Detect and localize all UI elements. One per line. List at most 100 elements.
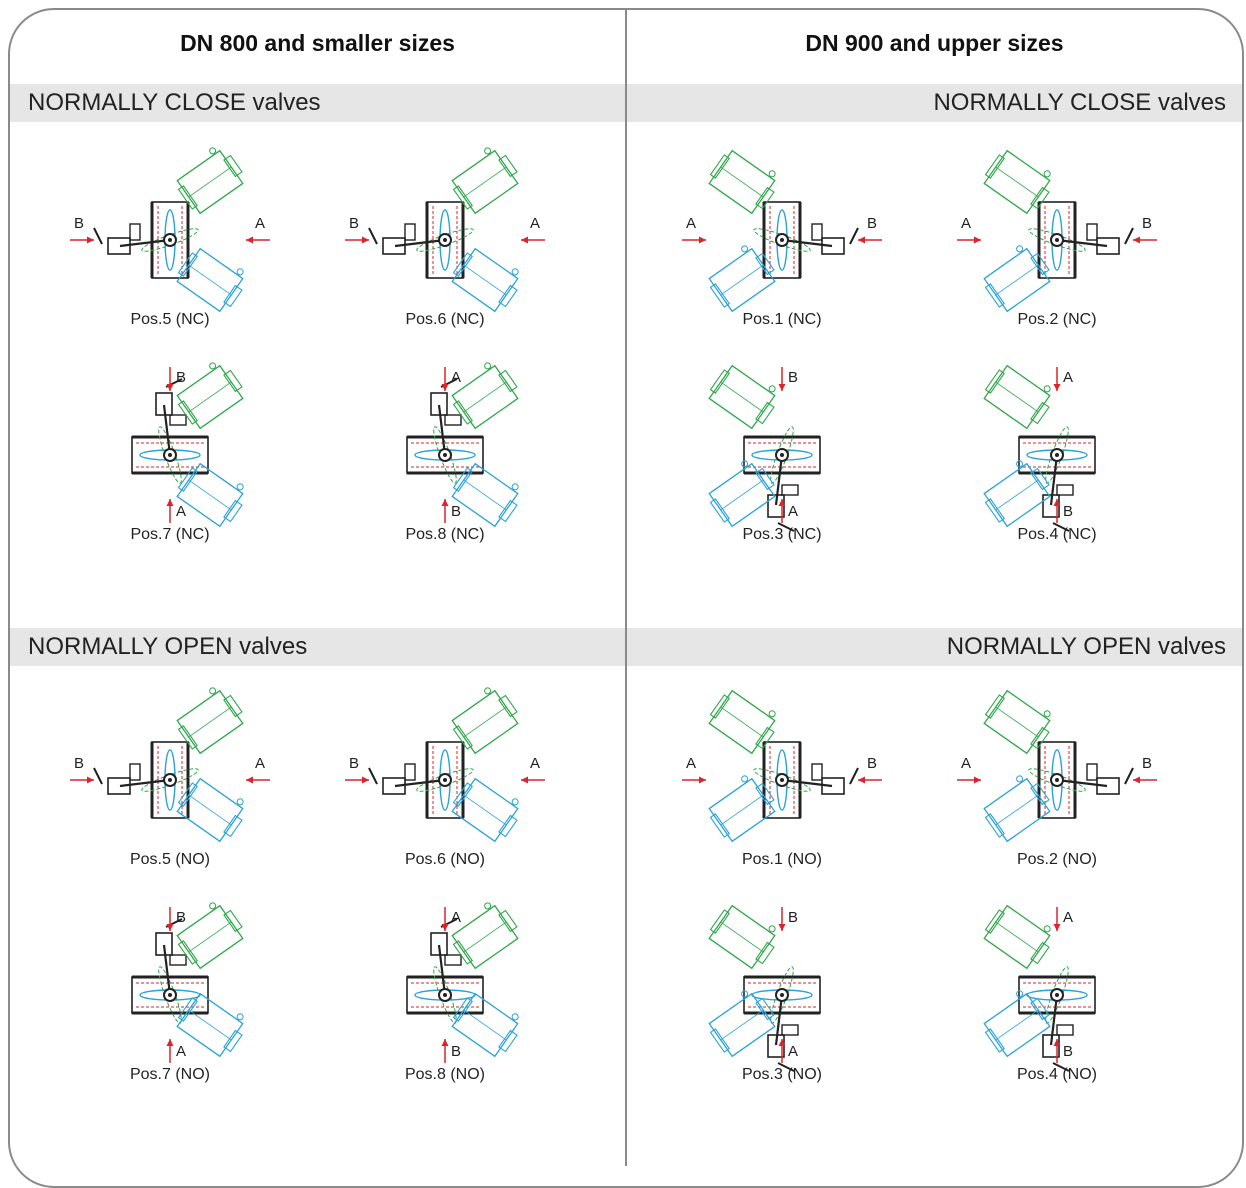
flow-arrow — [166, 499, 174, 523]
right-column-title: DN 900 and upper sizes — [805, 30, 1064, 56]
port-label: A — [530, 215, 541, 232]
port-label: A — [530, 755, 541, 772]
actuator-green — [983, 364, 1051, 430]
valve-drawing — [983, 364, 1096, 532]
actuator-blue — [176, 247, 244, 313]
position-caption: Pos.3 (NO) — [741, 1066, 822, 1083]
port-label: B — [176, 369, 187, 386]
port-label: A — [961, 755, 972, 772]
position-caption: Pos.1 (NO) — [741, 851, 822, 868]
valve-body — [93, 741, 199, 819]
valve-body — [368, 741, 474, 819]
actuator-blue — [451, 462, 519, 528]
flow-arrow — [246, 236, 270, 244]
flow-arrow — [1133, 236, 1157, 244]
port-label: B — [451, 503, 462, 520]
actuator-green — [176, 362, 244, 430]
actuator-blue — [708, 990, 776, 1058]
flow-arrow — [858, 236, 882, 244]
valve-position-diagram: A B Pos.4 (NC) — [947, 364, 1167, 545]
port-label: B — [1063, 1043, 1074, 1060]
actuator-green — [176, 147, 244, 215]
position-caption: Pos.1 (NC) — [742, 311, 822, 328]
position-caption: Pos.6 (NO) — [404, 851, 485, 868]
right-no-band: NORMALLY OPEN valves — [627, 628, 1242, 666]
valve-body — [743, 966, 821, 1072]
actuator-blue — [451, 992, 519, 1058]
actuator-green — [176, 687, 244, 755]
actuator-green — [708, 364, 776, 430]
valve-position-diagram: A B Pos.2 (NC) — [947, 149, 1167, 330]
actuator-blue — [983, 990, 1051, 1058]
flow-arrow — [682, 236, 706, 244]
flow-arrow — [957, 776, 981, 784]
actuator-green — [983, 149, 1051, 215]
valve-body — [368, 201, 474, 279]
valve-drawing — [682, 149, 882, 313]
port-label: A — [686, 755, 697, 772]
actuator-green — [451, 147, 519, 215]
position-caption: Pos.5 (NO) — [129, 851, 210, 868]
valve-position-diagram: A B Pos.8 (NC) — [335, 362, 555, 545]
position-caption: Pos.4 (NO) — [1016, 1066, 1097, 1083]
valve-drawing — [708, 364, 821, 532]
valve-drawing — [70, 147, 270, 313]
actuator-green — [983, 904, 1051, 970]
flow-arrow — [246, 776, 270, 784]
port-label: B — [788, 369, 799, 386]
actuator-green — [451, 687, 519, 755]
column-divider — [625, 8, 627, 1166]
valve-drawing — [345, 687, 545, 843]
port-label: B — [176, 909, 187, 926]
valve-body — [131, 378, 209, 484]
port-label: B — [788, 909, 799, 926]
flow-arrow — [1053, 907, 1061, 931]
flow-arrow — [441, 1039, 449, 1063]
valve-position-diagram: A B Pos.1 (NC) — [672, 149, 892, 330]
port-label: B — [451, 1043, 462, 1060]
port-label: B — [349, 755, 360, 772]
valve-drawing — [957, 149, 1157, 313]
actuator-blue — [451, 247, 519, 313]
actuator-blue — [983, 775, 1051, 843]
valve-body — [1028, 201, 1134, 279]
port-label: B — [867, 215, 878, 232]
flow-arrow — [441, 907, 449, 931]
valve-body — [753, 201, 859, 279]
actuator-green — [451, 902, 519, 970]
actuator-blue — [708, 460, 776, 528]
flow-arrow — [1133, 776, 1157, 784]
valve-body — [1028, 741, 1134, 819]
left-column-title: DN 800 and smaller sizes — [180, 30, 455, 56]
flow-arrow — [682, 776, 706, 784]
port-label: B — [867, 755, 878, 772]
port-label: A — [686, 215, 697, 232]
port-label: A — [255, 755, 266, 772]
flow-arrow — [778, 1039, 786, 1063]
flow-arrow — [1053, 1039, 1061, 1063]
port-label: B — [1142, 755, 1153, 772]
actuator-blue — [983, 460, 1051, 528]
flow-arrow — [778, 907, 786, 931]
port-label: A — [788, 503, 799, 520]
port-label: A — [788, 1043, 799, 1060]
valve-position-diagram: A B Pos.1 (NO) — [672, 689, 892, 870]
port-label: A — [255, 215, 266, 232]
valve-drawing — [70, 687, 270, 843]
valve-body — [93, 201, 199, 279]
port-label: A — [451, 909, 462, 926]
flow-arrow — [345, 236, 369, 244]
valve-position-diagram: B A Pos.5 (NO) — [60, 687, 280, 870]
actuator-green — [708, 149, 776, 215]
actuator-blue — [176, 992, 244, 1058]
position-caption: Pos.2 (NO) — [1016, 851, 1097, 868]
valve-drawing — [131, 902, 244, 1063]
flow-arrow — [441, 367, 449, 391]
position-caption: Pos.4 (NC) — [1017, 526, 1097, 543]
valve-position-diagram: B A Pos.7 (NC) — [60, 362, 280, 545]
valve-position-diagram: A B Pos.8 (NO) — [335, 902, 555, 1085]
valve-drawing — [406, 362, 519, 528]
valve-drawing — [957, 689, 1157, 843]
flow-arrow — [70, 776, 94, 784]
valve-position-diagram: B A Pos.7 (NO) — [60, 902, 280, 1085]
